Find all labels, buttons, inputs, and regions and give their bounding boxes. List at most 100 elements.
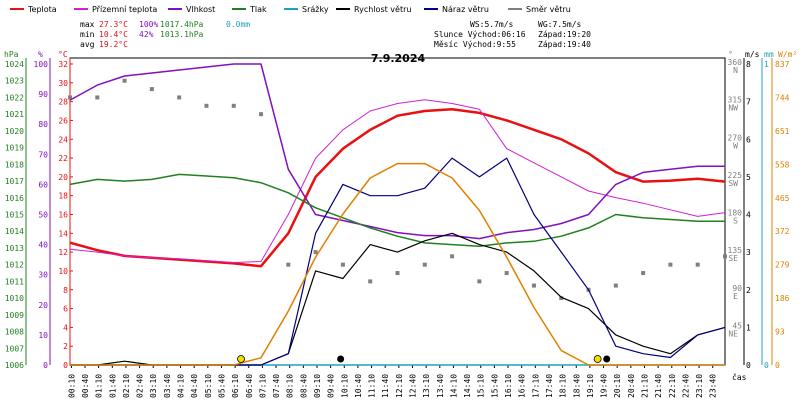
direction-tick-name: SE — [728, 254, 738, 263]
x-tick-label: 01:40 — [108, 374, 117, 398]
x-tick-label: 20:40 — [627, 374, 636, 398]
series-line-1 — [69, 99, 726, 263]
stat-moon: Měsíc Východ:9:55 — [434, 40, 516, 49]
direction-point — [559, 296, 564, 301]
x-tick-label: 07:10 — [258, 374, 267, 398]
legend-item-6: Náraz větru — [424, 5, 489, 14]
pressure-tick-label: 1021 — [5, 110, 24, 119]
wind-tick-label: 7 — [746, 98, 751, 107]
x-tick-label: 22:40 — [681, 374, 690, 398]
plot-frame — [69, 57, 726, 366]
x-tick-label: 13:40 — [436, 374, 445, 398]
direction-tick-name: NW — [728, 104, 738, 113]
direction-point — [95, 95, 100, 100]
x-tick-label: 10:40 — [354, 374, 363, 398]
x-tick-label: 07:40 — [272, 374, 281, 398]
series-lines — [69, 63, 726, 366]
humidity-tick-label: 40 — [38, 241, 48, 250]
stats-block: max 27.3°C 100% 1017.4hPa 0.0mm min 10.4… — [80, 20, 591, 49]
pressure-tick-label: 1016 — [5, 194, 24, 203]
sun-marker — [593, 355, 602, 363]
stat-max-temp: 27.3°C — [99, 20, 128, 29]
direction-tick-name: E — [733, 292, 738, 301]
x-tick-label: 19:10 — [586, 374, 595, 398]
x-tick-label: 01:10 — [95, 374, 104, 398]
direction-point — [613, 283, 618, 288]
legend: Teplota Přízemní teplota Vlhkost Tlak Srážky… — [10, 5, 571, 14]
humidity-tick-label: 50 — [38, 211, 48, 220]
pressure-tick-label: 1011 — [5, 277, 24, 286]
x-tick-label: 08:10 — [286, 374, 295, 398]
direction-point — [204, 103, 209, 108]
x-tick-label: 05:10 — [204, 374, 213, 398]
direction-tick-name: W — [733, 141, 738, 150]
x-tick-label: 22:10 — [668, 374, 677, 398]
x-tick-label: 05:40 — [217, 374, 226, 398]
legend-label: Srážky — [302, 5, 329, 14]
direction-tick-label: 135 — [728, 246, 743, 255]
series-line-0 — [69, 107, 726, 268]
direction-tick-label: 315 — [728, 96, 743, 105]
wind-tick-label: 3 — [746, 248, 751, 257]
pressure-tick-label: 1007 — [5, 344, 24, 353]
x-tick-label: 21:10 — [640, 374, 649, 398]
x-tick-label: 12:40 — [409, 374, 418, 398]
direction-point — [477, 279, 482, 284]
temperature-tick-label: 0 — [63, 361, 68, 370]
direction-point — [668, 262, 673, 267]
radiation-tick-label: 465 — [775, 194, 790, 203]
direction-tick-label: 225 — [728, 171, 743, 180]
pressure-tick-label: 1010 — [5, 294, 24, 303]
x-tick-label: 15:40 — [490, 374, 499, 398]
stat-min-press: 1013.1hPa — [160, 30, 204, 39]
x-tick-label: 13:10 — [422, 374, 431, 398]
direction-point — [122, 78, 127, 83]
stat-ws: WS:5.7m/s — [470, 20, 514, 29]
direction-tick-label: 270 — [728, 133, 743, 142]
legend-label: Rychlost větru — [354, 5, 411, 14]
direction-point — [504, 271, 509, 276]
x-tick-label: 00:10 — [67, 374, 76, 398]
direction-point — [340, 262, 345, 267]
direction-tick-label: 180 — [728, 209, 743, 218]
series-line-5 — [70, 232, 726, 366]
rain-tick-label: 0 — [764, 361, 769, 370]
humidity-tick-label: 0 — [43, 361, 48, 370]
x-tick-label: 18:10 — [559, 374, 568, 398]
legend-item-4: Srážky — [284, 5, 329, 14]
legend-label: Náraz větru — [442, 5, 489, 14]
series-line-3 — [69, 173, 725, 248]
humidity-tick-label: 60 — [38, 180, 48, 189]
pressure-tick-label: 1012 — [5, 261, 24, 270]
stat-avg-temp: 19.2°C — [99, 40, 128, 49]
radiation-tick-label: 186 — [775, 294, 790, 303]
legend-item-3: Tlak — [232, 5, 267, 14]
direction-tick-label: 360 — [728, 58, 743, 67]
temperature-tick-label: 2 — [63, 342, 68, 351]
radiation-tick-label: 651 — [775, 127, 790, 136]
legend-label: Směr větru — [526, 5, 571, 14]
pressure-tick-label: 1024 — [5, 60, 24, 69]
temperature-tick-label: 24 — [58, 135, 68, 144]
wind-tick-label: 0 — [746, 361, 751, 370]
x-tick-label: 20:10 — [613, 374, 622, 398]
stat-moon-set: Západ:19:40 — [538, 40, 591, 49]
direction-tick-name: N — [733, 66, 738, 75]
x-tick-label: 02:40 — [136, 374, 145, 398]
series-line-8 — [70, 162, 725, 366]
temperature-tick-label: 12 — [58, 248, 68, 257]
temperature-tick-label: 30 — [58, 79, 68, 88]
direction-point — [259, 112, 264, 117]
wind-tick-label: 1 — [746, 323, 751, 332]
direction-point — [286, 262, 291, 267]
x-tick-label: 21:40 — [654, 374, 663, 398]
temperature-tick-label: 26 — [58, 116, 68, 125]
x-tick-label: 16:40 — [518, 374, 527, 398]
temperature-tick-label: 10 — [58, 267, 68, 276]
pressure-tick-label: 1015 — [5, 211, 24, 220]
x-tick-label: 09:40 — [327, 374, 336, 398]
x-tick-label: 08:40 — [299, 374, 308, 398]
x-tick-label: 19:40 — [600, 374, 609, 398]
temperature-tick-label: 20 — [58, 173, 68, 182]
axis-unit-rain: mm — [764, 50, 774, 59]
